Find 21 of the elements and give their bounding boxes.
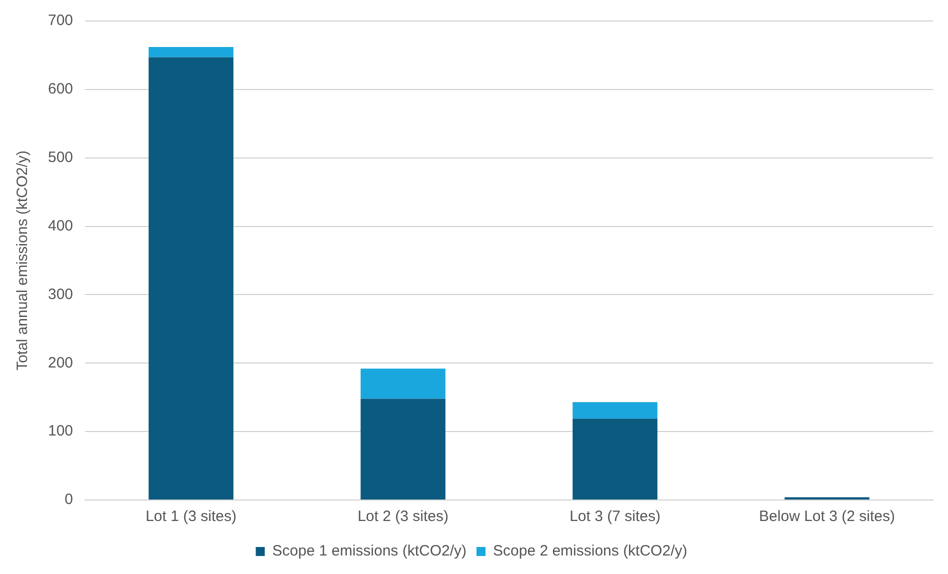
y-tick-label: 300 [48,286,74,303]
y-tick-label: 400 [48,217,74,234]
x-tick-label: Lot 1 (3 sites) [146,508,236,526]
bar [148,57,234,500]
bar [572,418,658,500]
y-tick-label: 700 [48,12,74,30]
bar [148,47,234,58]
bar [572,402,658,419]
legend-label: Scope 1 emissions (ktCO2/y) [272,542,467,560]
x-tick-label: Lot 3 (7 sites) [570,508,660,526]
y-axis-title: Total annual emissions (ktCO2/y) [14,150,32,371]
bar [360,368,446,399]
y-tick-label: 100 [48,422,74,440]
legend-label: Scope 2 emissions (ktCO2/y) [493,542,688,560]
x-tick-label: Lot 2 (3 sites) [358,508,448,526]
y-tick-label: 200 [48,354,74,372]
y-tick-label: 500 [48,149,74,166]
bar [360,398,446,500]
x-tick-label: Below Lot 3 (2 sites) [759,508,895,526]
y-tick-label: 0 [64,491,74,508]
y-tick-label: 600 [48,80,74,98]
